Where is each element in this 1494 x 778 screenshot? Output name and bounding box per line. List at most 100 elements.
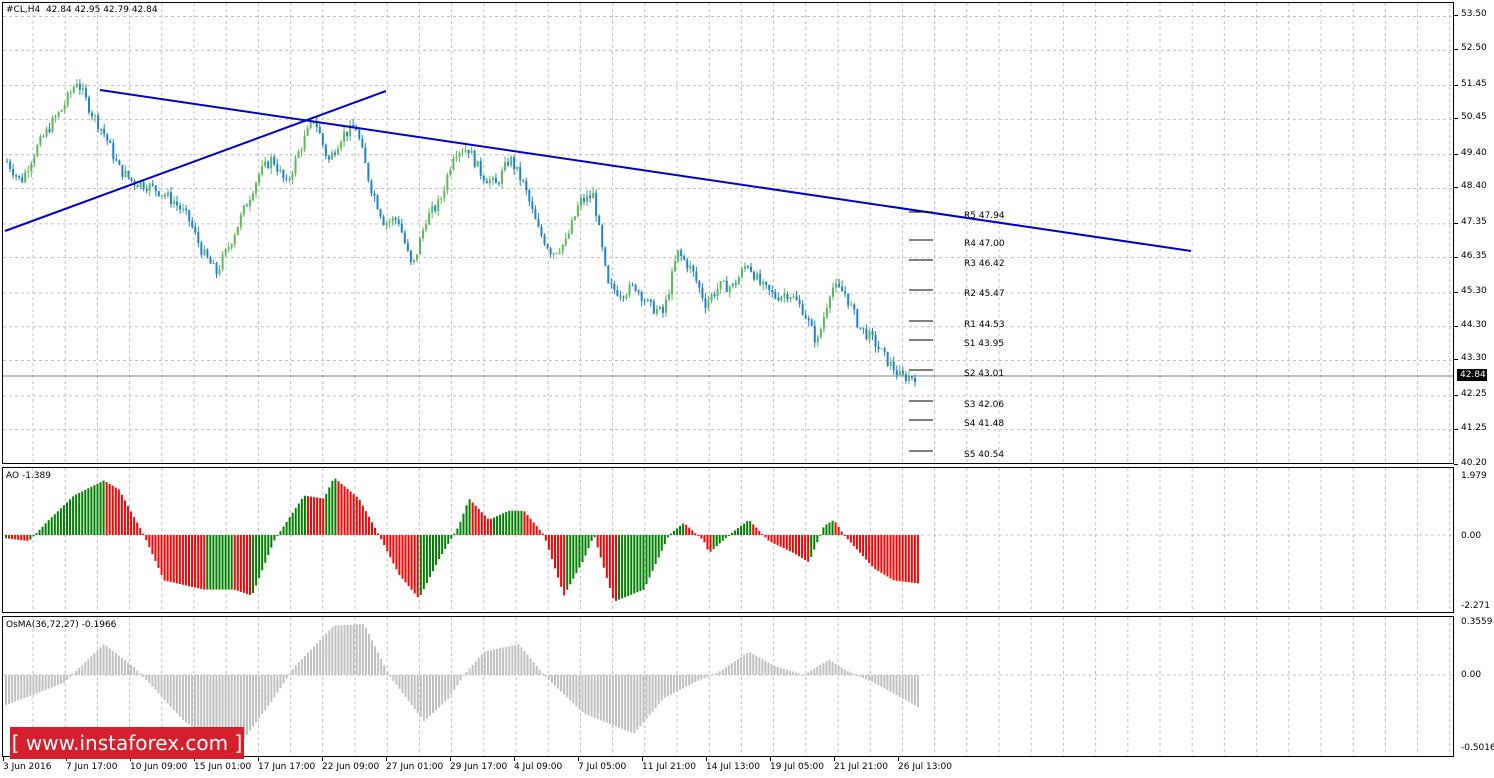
osma-bar — [496, 648, 499, 675]
candle — [825, 303, 828, 320]
candle — [212, 259, 215, 264]
candle — [382, 214, 385, 226]
candle-body — [616, 289, 619, 296]
time-axis-tick — [194, 757, 195, 761]
candle — [458, 151, 461, 163]
ao-bar — [657, 535, 660, 558]
osma-bar — [456, 675, 459, 686]
candle-body — [698, 281, 701, 288]
osma-bar — [859, 675, 861, 677]
osma-bar — [206, 675, 209, 736]
ao-bar — [212, 535, 215, 590]
ao-bar — [859, 535, 861, 553]
ao-bar — [743, 523, 746, 535]
candle — [716, 283, 719, 301]
candle — [209, 255, 212, 264]
candle-body — [643, 300, 646, 302]
candle — [173, 196, 176, 208]
candle — [66, 90, 69, 108]
ao-bar — [352, 494, 355, 535]
price-axis-label: 46.35 — [1461, 250, 1487, 261]
candle-body — [671, 271, 674, 295]
time-axis-label: 4 Jul 09:00 — [514, 762, 563, 772]
osma-bar — [898, 675, 901, 697]
candle-body — [397, 219, 400, 224]
osma-bar — [127, 662, 129, 675]
candle — [242, 204, 245, 218]
ao-bar — [563, 535, 566, 596]
ao-bar — [270, 535, 273, 548]
osma-bar — [20, 675, 23, 700]
price-axis-tick — [1454, 464, 1458, 465]
candle-body — [388, 221, 391, 223]
ao-bar — [422, 535, 425, 590]
candle-body — [780, 296, 783, 301]
osma-bar — [221, 675, 224, 746]
ao-bar — [892, 535, 895, 581]
ao-bar — [672, 530, 675, 535]
candle — [255, 181, 258, 199]
candle — [118, 159, 121, 166]
osma-bar — [691, 675, 694, 684]
candle — [822, 311, 825, 333]
candle — [422, 227, 425, 242]
osma-bar — [550, 675, 553, 683]
ao-bar — [72, 496, 75, 535]
ao-pane[interactable]: AO -1.389 — [2, 467, 1454, 613]
candle — [206, 248, 209, 259]
price-axis-tick — [1454, 118, 1458, 120]
osma-bar — [727, 665, 730, 675]
ao-bar — [282, 526, 285, 535]
candle-body — [892, 361, 895, 371]
ao-bar — [526, 515, 529, 535]
ao-bar — [358, 500, 361, 535]
candle-body — [570, 219, 573, 234]
osma-bar — [313, 646, 316, 675]
osma-bar — [136, 670, 139, 675]
candle-body — [285, 178, 288, 180]
candle — [528, 188, 531, 207]
ao-bar — [123, 500, 126, 535]
pivot-label: R2 45.47 — [964, 289, 1005, 299]
candle — [677, 250, 680, 264]
candle — [121, 164, 124, 180]
ao-bar — [828, 522, 831, 535]
candle — [300, 147, 303, 158]
ao-bar — [111, 485, 114, 535]
candle-body — [337, 148, 340, 155]
osma-pane[interactable]: OsMA(36,72,27) -0.1966 — [2, 616, 1454, 757]
candle — [415, 254, 418, 263]
candle — [94, 113, 97, 123]
candle — [880, 348, 883, 350]
ao-bar — [218, 535, 221, 590]
osma-bar — [599, 675, 602, 721]
ao-bar — [273, 535, 276, 541]
osma-bar — [758, 657, 761, 675]
candle — [60, 109, 63, 113]
candle — [15, 173, 18, 181]
candle — [701, 283, 704, 302]
candle — [628, 281, 631, 299]
ao-axis-zero: 0.00 — [1461, 531, 1482, 541]
osma-bar — [532, 662, 535, 675]
candle — [115, 153, 118, 162]
price-chart-pane[interactable]: #CL,H4 42.84 42.95 42.79 42.84 R5 47.94 R… — [2, 2, 1454, 464]
candle — [239, 211, 242, 231]
ao-bar — [105, 482, 108, 535]
candle — [6, 158, 8, 163]
ao-bar — [407, 535, 410, 587]
candle-body — [798, 300, 801, 304]
candle-body — [431, 205, 434, 213]
candle-body — [907, 375, 910, 382]
candle-body — [376, 196, 379, 210]
ao-bar — [377, 533, 380, 535]
osma-bar — [471, 664, 474, 675]
osma-bar — [816, 666, 819, 675]
candle-body — [646, 299, 649, 302]
osma-bar — [648, 675, 651, 716]
osma-bar — [130, 664, 133, 675]
ao-bar — [578, 535, 581, 568]
candle — [692, 264, 695, 277]
instaforex-watermark[interactable]: [ www.instaforex.com ] — [10, 727, 244, 759]
candle-body — [72, 87, 75, 93]
